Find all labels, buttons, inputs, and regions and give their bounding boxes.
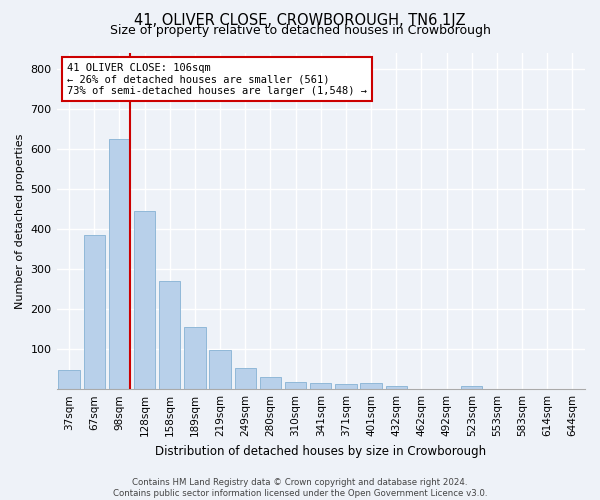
Bar (134, 211, 155, 389)
X-axis label: Distribution of detached houses by size in Crowborough: Distribution of detached houses by size … (155, 444, 487, 458)
Bar (335, 384, 356, 389)
Bar (184, 327, 206, 389)
Bar (260, 377, 281, 389)
Bar (83, 235, 105, 389)
Bar (361, 383, 382, 389)
Bar (58, 370, 80, 389)
Bar (159, 281, 181, 389)
Bar (310, 383, 331, 389)
Text: 41 OLIVER CLOSE: 106sqm
← 26% of detached houses are smaller (561)
73% of semi-d: 41 OLIVER CLOSE: 106sqm ← 26% of detache… (67, 62, 367, 96)
Bar (461, 386, 482, 389)
Bar (209, 350, 231, 389)
Text: Size of property relative to detached houses in Crowborough: Size of property relative to detached ho… (110, 24, 490, 37)
Bar (235, 368, 256, 389)
Bar (285, 382, 307, 389)
Y-axis label: Number of detached properties: Number of detached properties (15, 133, 25, 308)
Text: 41, OLIVER CLOSE, CROWBOROUGH, TN6 1JZ: 41, OLIVER CLOSE, CROWBOROUGH, TN6 1JZ (134, 12, 466, 28)
Text: Contains HM Land Registry data © Crown copyright and database right 2024.
Contai: Contains HM Land Registry data © Crown c… (113, 478, 487, 498)
Bar (109, 138, 130, 389)
Bar (386, 386, 407, 389)
